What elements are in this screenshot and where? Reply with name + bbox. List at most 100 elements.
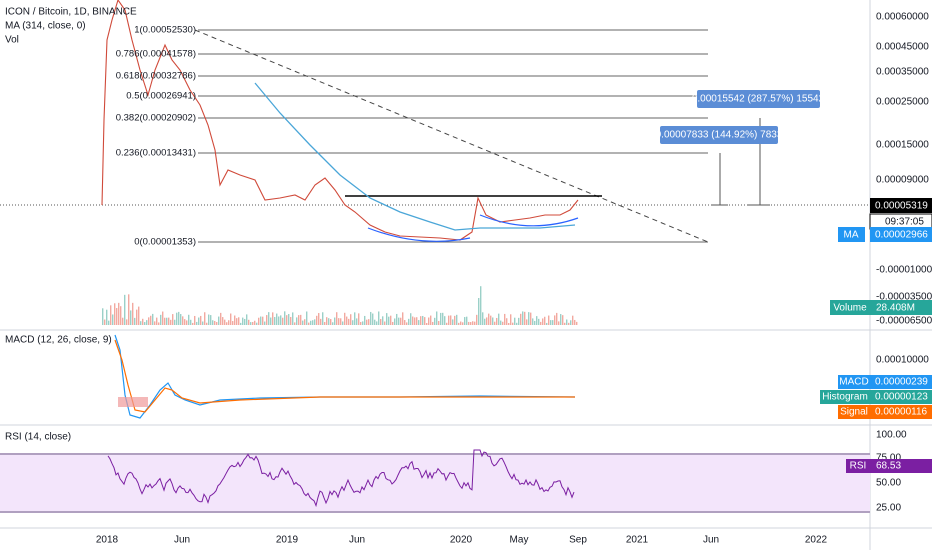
volume-bar [194, 315, 196, 325]
volume-bar [250, 322, 252, 325]
volume-bar [280, 315, 282, 325]
volume-bar [208, 314, 210, 325]
volume-bar [426, 322, 428, 325]
volume-bar [502, 321, 504, 325]
signal-line [114, 339, 575, 413]
volume-bar [512, 322, 514, 325]
rsi-band [0, 454, 870, 512]
volume-bar [162, 311, 164, 325]
volume-bar [136, 309, 138, 325]
volume-bar [514, 317, 516, 325]
volume-bar [400, 317, 402, 325]
volume-bar [566, 319, 568, 325]
price-axis-label: 0.00045000 [876, 42, 929, 53]
volume-bar [458, 322, 460, 325]
volume-bar [218, 316, 220, 325]
volume-bar [110, 305, 112, 325]
volume-bar [402, 312, 404, 325]
volume-bar [108, 320, 110, 325]
volume-bar [558, 321, 560, 325]
volume-bar [540, 321, 542, 325]
vol-legend: Vol [5, 35, 19, 46]
volume-bar [432, 321, 434, 325]
volume-bar [494, 321, 496, 325]
signal-badge-label [838, 405, 870, 419]
volume-bar [356, 318, 358, 325]
volume-bar [320, 318, 322, 325]
volume-bar [128, 294, 130, 325]
volume-badge [870, 300, 932, 315]
volume-bars [102, 286, 578, 325]
volume-bar [126, 319, 128, 325]
volume-bar [240, 322, 242, 325]
price-axis-label: -0.00003500 [876, 292, 932, 303]
volume-bar [366, 319, 368, 325]
volume-bar [196, 321, 198, 325]
volume-bar [480, 286, 482, 325]
volume-bar [492, 317, 494, 325]
volume-bar [276, 313, 278, 325]
volume-bar [474, 321, 476, 325]
volume-bar [336, 312, 338, 325]
volume-bar [500, 320, 502, 325]
volume-bar [408, 318, 410, 325]
volume-bar [298, 315, 300, 325]
volume-bar [156, 317, 158, 325]
histogram-badge-label-text: Histogram [822, 392, 868, 403]
time-axis-label: Jun [703, 535, 719, 546]
volume-bar [428, 317, 430, 325]
rsi-axis-label: 75.00 [876, 453, 901, 464]
volume-bar [300, 314, 302, 325]
volume-bar [460, 321, 462, 325]
volume-bar [462, 322, 464, 325]
volume-bar [258, 317, 260, 325]
volume-bar [340, 318, 342, 325]
volume-bar [248, 319, 250, 325]
volume-bar [388, 316, 390, 325]
volume-bar [412, 316, 414, 325]
volume-bar [210, 315, 212, 325]
ma-series [254, 82, 576, 231]
fib-label: 0.786(0.00041578) [116, 49, 196, 60]
volume-bar [446, 322, 448, 325]
volume-bar [166, 317, 168, 325]
volume-bar [246, 314, 248, 325]
volume-bar [326, 317, 328, 325]
volume-bar [386, 313, 388, 325]
volume-bar [564, 322, 566, 325]
macd-title: MACD (12, 26, close, 9) [5, 335, 112, 346]
volume-bar [176, 312, 178, 325]
volume-bar [552, 320, 554, 325]
volume-bar [106, 309, 108, 325]
volume-bar [344, 312, 346, 325]
volume-bar [214, 320, 216, 325]
volume-bar [312, 320, 314, 325]
volume-bar [124, 294, 126, 325]
price-axis-label: 0.00025000 [876, 97, 929, 108]
volume-bar [224, 319, 226, 325]
volume-bar [202, 321, 204, 325]
volume-bar [310, 320, 312, 325]
volume-bar [148, 317, 150, 325]
volume-bar [416, 317, 418, 325]
rsi-badge [870, 459, 932, 473]
volume-bar [192, 322, 194, 325]
volume-bar [472, 321, 474, 325]
cup-curve [367, 227, 471, 242]
volume-bar [420, 316, 422, 325]
volume-bar [226, 322, 228, 325]
volume-bar [506, 318, 508, 325]
volume-bar [394, 318, 396, 325]
volume-bar [180, 314, 182, 325]
volume-bar [306, 311, 308, 325]
fib-label: 0.5(0.00026941) [126, 91, 196, 102]
volume-bar [270, 317, 272, 325]
volume-bar [572, 315, 574, 325]
volume-bar [332, 322, 334, 325]
signal-badge [870, 405, 932, 419]
volume-bar [262, 316, 264, 325]
volume-bar [204, 312, 206, 325]
volume-bar [348, 318, 350, 325]
volume-bar [112, 314, 114, 325]
volume-bar [158, 322, 160, 325]
